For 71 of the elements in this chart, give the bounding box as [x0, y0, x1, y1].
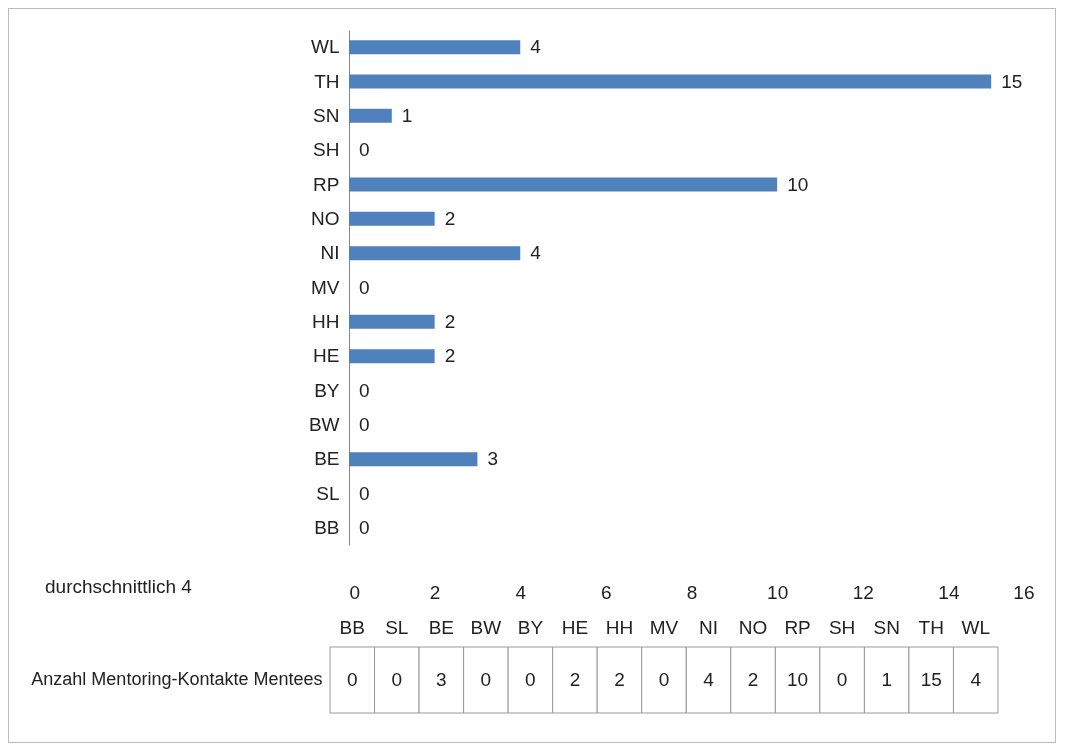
- data-label: 4: [703, 669, 715, 690]
- x-tick-label: BB: [339, 616, 365, 638]
- data-label: 4: [530, 242, 542, 264]
- x-tick-label: 0: [349, 581, 361, 603]
- data-label: 2: [614, 669, 625, 690]
- y-tick-label: BB: [314, 516, 340, 538]
- data-label: 0: [359, 516, 370, 538]
- data-label: 0: [359, 276, 370, 298]
- y-tick-label: HE: [313, 345, 340, 367]
- data-label: 2: [569, 669, 581, 690]
- data-label: 0: [359, 139, 370, 161]
- data-label: 10: [787, 669, 809, 690]
- x-tick-label: BE: [428, 616, 455, 638]
- x-tick-label: 4: [515, 581, 527, 603]
- x-tick-label: 6: [601, 581, 612, 603]
- data-label: 3: [487, 448, 499, 470]
- x-tick-label: 8: [686, 581, 698, 603]
- y-tick-label: NO: [311, 207, 340, 229]
- y-tick-label: SL: [316, 482, 340, 504]
- x-tick-label: TH: [918, 616, 944, 638]
- x-tick-label: 10: [767, 581, 789, 603]
- data-label: 0: [359, 379, 370, 401]
- data-label: 15: [920, 669, 942, 690]
- x-tick-label: BW: [470, 616, 502, 638]
- x-tick-label: HE: [561, 616, 589, 638]
- data-label: 2: [444, 310, 456, 332]
- data-label: 4: [970, 669, 982, 690]
- data-label: 0: [346, 669, 358, 690]
- data-label: 0: [480, 669, 492, 690]
- data-label: 3: [436, 669, 447, 690]
- y-tick-label: TH: [314, 70, 340, 92]
- y-tick-label: BE: [314, 448, 340, 470]
- y-tick-label: SH: [313, 139, 340, 161]
- x-tick-label: HH: [605, 616, 634, 638]
- x-tick-label: 2: [429, 581, 441, 603]
- data-label: 10: [787, 173, 809, 195]
- data-label: 0: [658, 669, 670, 690]
- x-tick-label: SN: [873, 616, 900, 638]
- x-tick-label: WL: [961, 616, 990, 638]
- y-tick-label: RP: [313, 173, 340, 195]
- data-label: 1: [881, 669, 892, 690]
- y-tick-label: BW: [308, 413, 340, 435]
- x-tick-label: NO: [738, 616, 768, 638]
- data-label: 2: [444, 207, 456, 229]
- text: durchschnittlich 4: [45, 576, 192, 598]
- data-label: 2: [444, 345, 456, 367]
- x-tick-label: 16: [1013, 581, 1035, 603]
- data-label: 0: [525, 669, 536, 690]
- data-label: 15: [1001, 70, 1023, 92]
- x-tick-label: RP: [784, 616, 811, 638]
- x-tick-label: 14: [938, 581, 960, 603]
- y-tick-label: Anzahl Mentoring-Kontakte Mentees: [31, 669, 323, 689]
- data-label: 4: [530, 36, 542, 58]
- x-tick-label: NI: [699, 616, 719, 638]
- x-tick-label: SH: [828, 616, 856, 638]
- y-tick-label: SN: [313, 104, 340, 126]
- data-label: 0: [836, 669, 848, 690]
- data-label: 2: [747, 669, 759, 690]
- data-label: 0: [359, 413, 370, 435]
- x-tick-label: 12: [852, 581, 874, 603]
- y-tick-label: MV: [311, 276, 340, 298]
- x-tick-label: BY: [517, 616, 544, 638]
- y-tick-label: HH: [312, 310, 340, 332]
- y-tick-label: BY: [314, 379, 340, 401]
- y-tick-label: WL: [311, 36, 340, 58]
- x-tick-label: MV: [649, 616, 679, 638]
- data-label: 1: [401, 104, 413, 126]
- data-label: 0: [359, 482, 370, 504]
- x-tick-label: SL: [385, 616, 409, 638]
- y-tick-label: NI: [320, 242, 340, 264]
- data-label: 0: [391, 669, 403, 690]
